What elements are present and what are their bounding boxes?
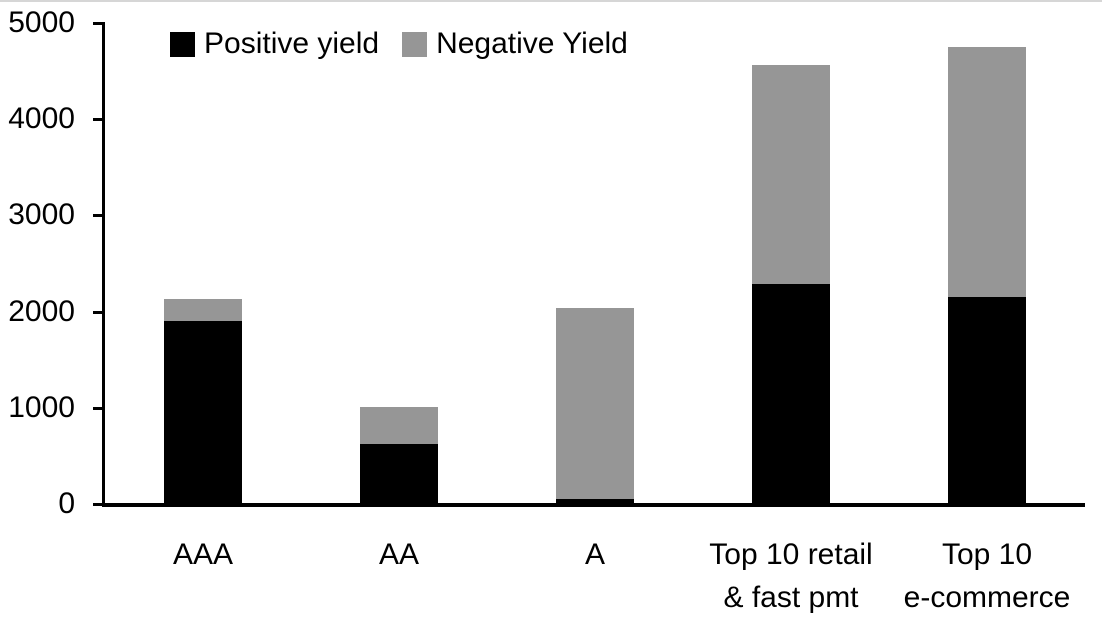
x-category-label: AAA [172, 538, 234, 571]
legend-item-negative-yield: Negative Yield [402, 29, 628, 59]
legend-label: Negative Yield [436, 27, 628, 60]
bar-segment-negative [752, 65, 830, 284]
x-axis-line [103, 503, 1085, 507]
y-tick-label: 3000 [8, 198, 75, 231]
bar-segment-positive [556, 499, 634, 504]
y-tick-label: 0 [58, 487, 75, 520]
y-tick-label: 2000 [8, 295, 75, 328]
legend-label: Positive yield [204, 27, 380, 60]
y-tick-label: 1000 [8, 391, 75, 424]
positive-series-swatch-icon [170, 31, 195, 57]
bar-segment-negative [556, 307, 634, 500]
chart-legend: Positive yield Negative Yield [170, 29, 628, 59]
y-axis-line [102, 22, 105, 507]
bar-segment-negative [360, 406, 438, 445]
bar-segment-positive [360, 444, 438, 504]
y-axis-tick [93, 503, 105, 506]
bar-segment-negative [164, 299, 242, 322]
x-category-label: Top 10 e-commerce [903, 538, 1071, 614]
x-category-label: A [584, 538, 605, 571]
y-axis-tick [93, 214, 105, 217]
negative-series-swatch-icon [402, 31, 428, 57]
bar-segment-positive [948, 297, 1026, 504]
y-axis-tick [93, 407, 105, 410]
y-axis-tick [93, 22, 105, 25]
bar-segment-negative [948, 47, 1026, 298]
y-tick-label: 4000 [8, 102, 75, 135]
x-category-label: Top 10 retail & fast pmt [709, 538, 873, 614]
bar-segment-positive [752, 283, 830, 504]
y-tick-label: 5000 [8, 6, 75, 39]
legend-item-positive-yield: Positive yield [170, 29, 379, 59]
y-axis-tick [93, 311, 105, 314]
x-category-label: AA [378, 538, 420, 571]
bar-segment-positive [164, 321, 242, 504]
y-axis-tick [93, 118, 105, 121]
